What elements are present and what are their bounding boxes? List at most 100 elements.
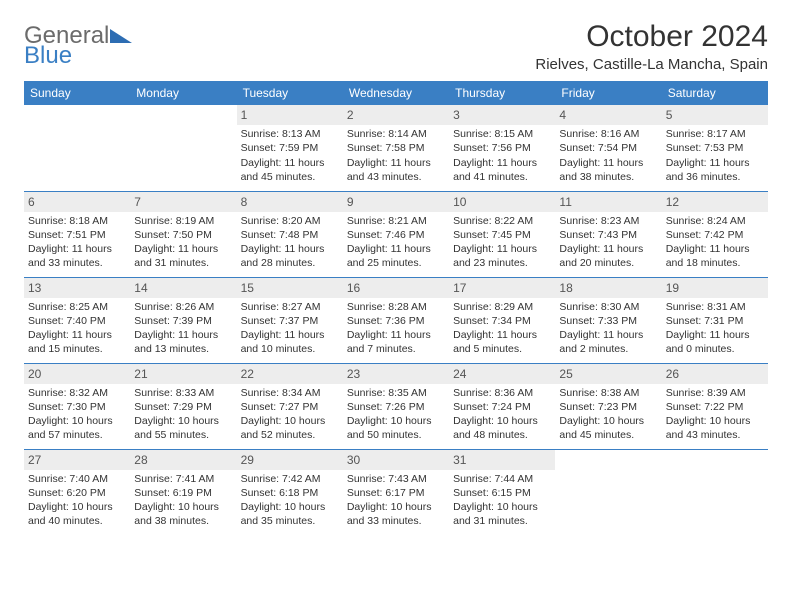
- day-number: 25: [555, 364, 661, 384]
- sunset-line: Sunset: 7:24 PM: [453, 400, 551, 414]
- sunrise-line: Sunrise: 7:43 AM: [347, 472, 445, 486]
- sunrise-line: Sunrise: 8:32 AM: [28, 386, 126, 400]
- day-number: 20: [24, 364, 130, 384]
- calendar-cell: 31Sunrise: 7:44 AMSunset: 6:15 PMDayligh…: [449, 449, 555, 535]
- sunrise-line: Sunrise: 8:30 AM: [559, 300, 657, 314]
- sunset-line: Sunset: 7:56 PM: [453, 141, 551, 155]
- day-number: 3: [449, 105, 555, 125]
- daylight-line: Daylight: 10 hours and 48 minutes.: [453, 414, 551, 442]
- sunset-line: Sunset: 7:27 PM: [241, 400, 339, 414]
- day-header: Monday: [130, 81, 236, 105]
- daylight-line: Daylight: 11 hours and 13 minutes.: [134, 328, 232, 356]
- daylight-line: Daylight: 11 hours and 45 minutes.: [241, 156, 339, 184]
- sunrise-line: Sunrise: 8:14 AM: [347, 127, 445, 141]
- calendar-cell: 10Sunrise: 8:22 AMSunset: 7:45 PMDayligh…: [449, 191, 555, 277]
- day-header-row: SundayMondayTuesdayWednesdayThursdayFrid…: [24, 81, 768, 105]
- brand-part2: Blue: [24, 46, 72, 66]
- daylight-line: Daylight: 10 hours and 43 minutes.: [666, 414, 764, 442]
- daylight-line: Daylight: 11 hours and 28 minutes.: [241, 242, 339, 270]
- calendar-cell: 18Sunrise: 8:30 AMSunset: 7:33 PMDayligh…: [555, 277, 661, 363]
- sunset-line: Sunset: 7:33 PM: [559, 314, 657, 328]
- sunset-line: Sunset: 7:30 PM: [28, 400, 126, 414]
- title-block: October 2024 Rielves, Castille-La Mancha…: [535, 20, 768, 73]
- day-number: 23: [343, 364, 449, 384]
- sunset-line: Sunset: 7:43 PM: [559, 228, 657, 242]
- sunset-line: Sunset: 7:59 PM: [241, 141, 339, 155]
- daylight-line: Daylight: 11 hours and 41 minutes.: [453, 156, 551, 184]
- sunset-line: Sunset: 7:22 PM: [666, 400, 764, 414]
- daylight-line: Daylight: 11 hours and 5 minutes.: [453, 328, 551, 356]
- day-number: 22: [237, 364, 343, 384]
- daylight-line: Daylight: 10 hours and 57 minutes.: [28, 414, 126, 442]
- calendar-cell: 7Sunrise: 8:19 AMSunset: 7:50 PMDaylight…: [130, 191, 236, 277]
- sunrise-line: Sunrise: 7:44 AM: [453, 472, 551, 486]
- sunset-line: Sunset: 7:37 PM: [241, 314, 339, 328]
- sunrise-line: Sunrise: 7:42 AM: [241, 472, 339, 486]
- day-number: 16: [343, 278, 449, 298]
- day-number: 17: [449, 278, 555, 298]
- sunrise-line: Sunrise: 8:34 AM: [241, 386, 339, 400]
- day-header: Saturday: [662, 81, 768, 105]
- daylight-line: Daylight: 11 hours and 7 minutes.: [347, 328, 445, 356]
- calendar-page: General Blue October 2024 Rielves, Casti…: [0, 0, 792, 555]
- sunrise-line: Sunrise: 7:40 AM: [28, 472, 126, 486]
- daylight-line: Daylight: 10 hours and 45 minutes.: [559, 414, 657, 442]
- sunrise-line: Sunrise: 8:36 AM: [453, 386, 551, 400]
- day-number: 4: [555, 105, 661, 125]
- calendar-body: 1Sunrise: 8:13 AMSunset: 7:59 PMDaylight…: [24, 105, 768, 535]
- sunset-line: Sunset: 7:50 PM: [134, 228, 232, 242]
- day-number: 8: [237, 192, 343, 212]
- sunset-line: Sunset: 6:18 PM: [241, 486, 339, 500]
- sunset-line: Sunset: 7:53 PM: [666, 141, 764, 155]
- calendar-row: 20Sunrise: 8:32 AMSunset: 7:30 PMDayligh…: [24, 363, 768, 449]
- sunset-line: Sunset: 6:17 PM: [347, 486, 445, 500]
- sunrise-line: Sunrise: 8:17 AM: [666, 127, 764, 141]
- calendar-cell: 20 Sunrise: 8:32 AMSunset: 7:30 PMDayligh…: [24, 363, 130, 449]
- calendar-cell: 11Sunrise: 8:23 AMSunset: 7:43 PMDayligh…: [555, 191, 661, 277]
- calendar-cell: 21Sunrise: 8:33 AMSunset: 7:29 PMDayligh…: [130, 363, 236, 449]
- calendar-cell: 3Sunrise: 8:15 AMSunset: 7:56 PMDaylight…: [449, 105, 555, 191]
- day-number: 27: [24, 450, 130, 470]
- calendar-head: SundayMondayTuesdayWednesdayThursdayFrid…: [24, 81, 768, 105]
- sunset-line: Sunset: 7:31 PM: [666, 314, 764, 328]
- sunset-line: Sunset: 6:20 PM: [28, 486, 126, 500]
- calendar-cell: 5Sunrise: 8:17 AMSunset: 7:53 PMDaylight…: [662, 105, 768, 191]
- calendar-cell: [555, 449, 661, 535]
- daylight-line: Daylight: 11 hours and 33 minutes.: [28, 242, 126, 270]
- daylight-line: Daylight: 11 hours and 31 minutes.: [134, 242, 232, 270]
- daylight-line: Daylight: 11 hours and 10 minutes.: [241, 328, 339, 356]
- daylight-line: Daylight: 10 hours and 35 minutes.: [241, 500, 339, 528]
- daylight-line: Daylight: 11 hours and 0 minutes.: [666, 328, 764, 356]
- sunset-line: Sunset: 7:26 PM: [347, 400, 445, 414]
- sunrise-line: Sunrise: 8:24 AM: [666, 214, 764, 228]
- day-number: 10: [449, 192, 555, 212]
- day-number: 30: [343, 450, 449, 470]
- sunset-line: Sunset: 7:40 PM: [28, 314, 126, 328]
- sunrise-line: Sunrise: 8:20 AM: [241, 214, 339, 228]
- day-header: Friday: [555, 81, 661, 105]
- day-number: 14: [130, 278, 236, 298]
- location-subtitle: Rielves, Castille-La Mancha, Spain: [535, 56, 768, 73]
- sunrise-line: Sunrise: 8:27 AM: [241, 300, 339, 314]
- calendar-cell: 9Sunrise: 8:21 AMSunset: 7:46 PMDaylight…: [343, 191, 449, 277]
- sunrise-line: Sunrise: 8:26 AM: [134, 300, 232, 314]
- daylight-line: Daylight: 11 hours and 18 minutes.: [666, 242, 764, 270]
- sunset-line: Sunset: 7:42 PM: [666, 228, 764, 242]
- sunset-line: Sunset: 7:54 PM: [559, 141, 657, 155]
- sunrise-line: Sunrise: 8:38 AM: [559, 386, 657, 400]
- sunrise-line: Sunrise: 8:29 AM: [453, 300, 551, 314]
- sunrise-line: Sunrise: 7:41 AM: [134, 472, 232, 486]
- daylight-line: Daylight: 11 hours and 43 minutes.: [347, 156, 445, 184]
- day-number: 24: [449, 364, 555, 384]
- month-title: October 2024: [535, 20, 768, 54]
- sunrise-line: Sunrise: 8:16 AM: [559, 127, 657, 141]
- logo-triangle-icon: [110, 29, 132, 43]
- sunrise-line: Sunrise: 8:28 AM: [347, 300, 445, 314]
- sunset-line: Sunset: 6:19 PM: [134, 486, 232, 500]
- brand-logo-text: General Blue: [24, 26, 132, 67]
- sunrise-line: Sunrise: 8:39 AM: [666, 386, 764, 400]
- calendar-cell: 19Sunrise: 8:31 AMSunset: 7:31 PMDayligh…: [662, 277, 768, 363]
- calendar-cell: 16Sunrise: 8:28 AMSunset: 7:36 PMDayligh…: [343, 277, 449, 363]
- day-number: 31: [449, 450, 555, 470]
- sunrise-line: Sunrise: 8:22 AM: [453, 214, 551, 228]
